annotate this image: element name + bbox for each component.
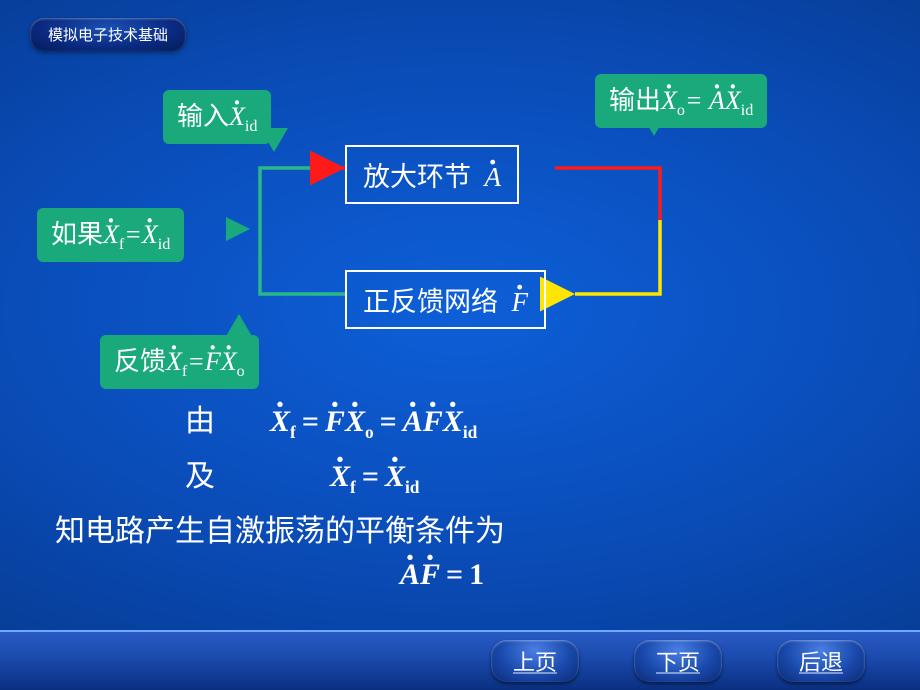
callout-feedback-cn: 反馈 bbox=[114, 347, 166, 376]
callout-output-cn: 输出 bbox=[609, 86, 661, 115]
wire-green bbox=[260, 168, 345, 294]
derivation-line-2: 及 Xf=Xid bbox=[55, 451, 875, 498]
next-page-button[interactable]: 下页 bbox=[634, 640, 722, 682]
amplifier-block: 放大环节 A bbox=[345, 145, 519, 204]
callout-if-expr: Xf=Xid bbox=[103, 220, 170, 249]
slide-content: 放大环节 A 正反馈网络 F 输入Xid 输出Xo= AXid 如果Xf=Xid… bbox=[0, 60, 920, 620]
next-page-label: 下页 bbox=[656, 650, 700, 675]
derivation-line3-text: 知电路产生自激振荡的平衡条件为 bbox=[55, 515, 505, 548]
feedback-network-block: 正反馈网络 F bbox=[345, 270, 546, 329]
amplifier-symbol: A bbox=[485, 162, 502, 193]
derivation-line1-math: Xf=FXo=AFXid bbox=[270, 405, 477, 438]
callout-input-cn: 输入 bbox=[177, 102, 229, 131]
prev-page-label: 上页 bbox=[513, 650, 557, 675]
derivation-line-4: AF=1 bbox=[55, 558, 875, 592]
lecture-title-text: 模拟电子技术基础 bbox=[48, 28, 168, 44]
prev-page-button[interactable]: 上页 bbox=[491, 640, 579, 682]
callout-feedback-signal: 反馈Xf=FXo bbox=[100, 335, 259, 389]
derivation-line2-math: Xf=Xid bbox=[330, 460, 419, 493]
feedback-symbol: F bbox=[512, 287, 529, 318]
back-label: 后退 bbox=[799, 650, 843, 675]
amplifier-label-cn: 放大环节 bbox=[363, 162, 471, 192]
callout-output: 输出Xo= AXid bbox=[595, 74, 767, 128]
callout-if-cn: 如果 bbox=[51, 220, 103, 249]
navigation-bar: 上页 下页 后退 bbox=[0, 630, 920, 690]
callout-if-tail bbox=[226, 217, 250, 241]
callout-input: 输入Xid bbox=[163, 90, 271, 144]
derivation-line-3: 知电路产生自激振荡的平衡条件为 bbox=[55, 506, 875, 550]
derivation-area: 由 Xf=FXo=AFXid 及 Xf=Xid 知电路产生自激振荡的平衡条件为 … bbox=[55, 388, 875, 600]
derivation-line1-prefix: 由 bbox=[185, 405, 215, 438]
feedback-label-cn: 正反馈网络 bbox=[363, 287, 498, 317]
derivation-line-1: 由 Xf=FXo=AFXid bbox=[55, 396, 875, 443]
callout-input-tail bbox=[260, 128, 288, 152]
derivation-line2-prefix: 及 bbox=[185, 460, 215, 493]
back-button[interactable]: 后退 bbox=[777, 640, 865, 682]
callout-feedback-expr: Xf=FXo bbox=[166, 347, 245, 376]
callout-feedback-tail bbox=[225, 314, 253, 338]
callout-output-tail bbox=[640, 112, 668, 136]
callout-input-expr: Xid bbox=[229, 102, 257, 131]
derivation-line4-math: AF=1 bbox=[400, 558, 484, 591]
lecture-title-pill: 模拟电子技术基础 bbox=[30, 18, 186, 51]
callout-if-condition: 如果Xf=Xid bbox=[37, 208, 184, 262]
wire-yellow bbox=[575, 220, 660, 294]
callout-output-expr: Xo= AXid bbox=[661, 86, 753, 115]
wire-red-out bbox=[555, 168, 660, 220]
